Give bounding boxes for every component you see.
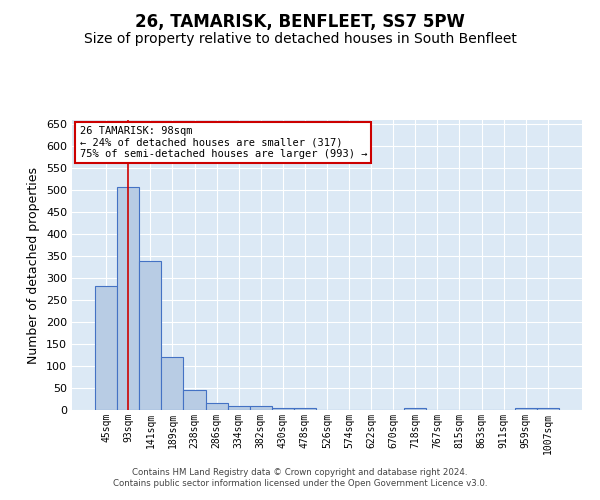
Text: 26 TAMARISK: 98sqm
← 24% of detached houses are smaller (317)
75% of semi-detach: 26 TAMARISK: 98sqm ← 24% of detached hou… [80, 126, 367, 159]
Bar [515, 408, 537, 410]
Bar [227, 406, 250, 410]
Y-axis label: Number of detached properties: Number of detached properties [28, 166, 40, 364]
Text: Size of property relative to detached houses in South Benfleet: Size of property relative to detached ho… [83, 32, 517, 46]
Bar [250, 406, 272, 410]
Bar [161, 358, 184, 410]
Text: Contains HM Land Registry data © Crown copyright and database right 2024.
Contai: Contains HM Land Registry data © Crown c… [113, 468, 487, 487]
Bar [272, 408, 294, 410]
Text: 26, TAMARISK, BENFLEET, SS7 5PW: 26, TAMARISK, BENFLEET, SS7 5PW [135, 12, 465, 30]
Bar [294, 408, 316, 410]
Bar [95, 286, 117, 410]
Bar [206, 402, 227, 410]
Bar [404, 408, 427, 410]
Bar [537, 408, 559, 410]
Bar [184, 390, 206, 410]
Bar [117, 187, 139, 410]
Bar [139, 260, 161, 410]
